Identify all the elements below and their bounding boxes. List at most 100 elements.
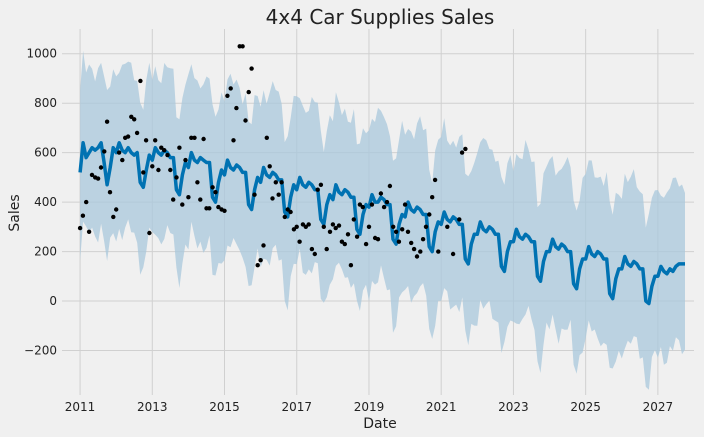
observed-point xyxy=(156,167,161,173)
uncertainty-band-layer xyxy=(80,50,686,390)
observed-point xyxy=(414,254,420,259)
observed-point xyxy=(297,239,302,244)
observed-point xyxy=(116,150,122,155)
y-axis-label: Sales xyxy=(7,194,23,231)
observed-point xyxy=(231,138,236,143)
observed-point xyxy=(400,227,405,232)
observed-point xyxy=(459,150,465,155)
observed-point xyxy=(402,202,408,207)
observed-point xyxy=(279,180,284,185)
observed-point xyxy=(384,199,390,205)
observed-point xyxy=(168,167,173,173)
observed-point xyxy=(132,117,137,122)
observed-point xyxy=(309,246,315,252)
y-tick-label: 0 xyxy=(49,294,57,308)
y-tick-label: 200 xyxy=(34,245,57,259)
observed-point xyxy=(174,175,179,180)
observed-point xyxy=(143,138,149,143)
observed-point xyxy=(354,234,360,239)
observed-point xyxy=(405,229,411,234)
observed-point xyxy=(129,114,134,120)
observed-point xyxy=(342,241,347,247)
observed-point xyxy=(336,223,342,228)
observed-point xyxy=(213,190,218,195)
observed-point xyxy=(315,187,320,192)
observed-point xyxy=(201,136,206,142)
y-tick-label: 600 xyxy=(34,146,57,160)
observed-point xyxy=(77,225,83,231)
observed-point xyxy=(249,66,254,71)
observed-point xyxy=(162,148,167,153)
observed-point xyxy=(216,204,221,210)
observed-point xyxy=(457,217,462,222)
observed-point xyxy=(228,86,233,91)
observed-point xyxy=(321,224,326,229)
observed-point xyxy=(180,202,185,207)
forecast-line xyxy=(78,141,685,306)
tick-label-layer: 2011 2013 2015 2017 2019 2021 2023 2025 2027 −200… xyxy=(24,47,673,414)
observed-point xyxy=(134,130,140,136)
uncertainty-band xyxy=(80,50,686,390)
observed-point xyxy=(450,251,456,257)
observed-point xyxy=(282,214,287,220)
observed-point xyxy=(357,202,363,207)
observed-point xyxy=(270,196,275,201)
observed-point xyxy=(189,135,194,140)
observed-point xyxy=(291,227,297,232)
observed-point xyxy=(285,207,290,212)
observed-point xyxy=(288,209,293,215)
observed-point xyxy=(195,180,200,185)
observed-points-layer xyxy=(77,44,468,268)
observed-point xyxy=(177,145,182,150)
x-tick-label: 2027 xyxy=(643,400,674,414)
x-tick-label: 2025 xyxy=(570,400,601,414)
observed-point xyxy=(264,135,269,140)
observed-point xyxy=(225,93,230,99)
observed-point xyxy=(125,134,131,139)
observed-point xyxy=(303,224,308,229)
observed-point xyxy=(387,183,393,189)
observed-point xyxy=(381,204,387,210)
observed-point xyxy=(186,195,191,200)
x-tick-label: 2015 xyxy=(209,400,240,414)
observed-point xyxy=(396,239,402,244)
y-tick-label: 400 xyxy=(34,195,57,209)
observed-point xyxy=(192,135,197,140)
x-tick-label: 2011 xyxy=(65,400,96,414)
observed-point xyxy=(432,177,438,183)
observed-point xyxy=(240,44,245,49)
y-tick-label: 1000 xyxy=(26,47,57,61)
observed-point xyxy=(107,190,113,195)
observed-point xyxy=(80,213,86,218)
observed-point xyxy=(98,165,104,170)
observed-point xyxy=(153,138,158,143)
x-tick-label: 2017 xyxy=(281,400,312,414)
observed-point xyxy=(276,192,281,197)
x-tick-label: 2021 xyxy=(426,400,457,414)
observed-point xyxy=(255,263,260,268)
observed-point xyxy=(234,105,239,111)
observed-point xyxy=(360,204,365,210)
observed-point xyxy=(89,172,95,178)
observed-point xyxy=(327,229,333,234)
x-axis-label: Date xyxy=(363,416,396,432)
observed-point xyxy=(252,192,257,197)
y-tick-label: 800 xyxy=(34,96,57,110)
observed-point xyxy=(267,164,272,169)
observed-point xyxy=(84,199,89,205)
observed-point xyxy=(258,258,263,263)
observed-point xyxy=(391,224,396,229)
observed-point xyxy=(183,157,188,163)
observed-point xyxy=(436,249,441,254)
observed-point xyxy=(120,157,125,163)
observed-point xyxy=(95,176,101,181)
observed-point xyxy=(86,229,92,234)
observed-point xyxy=(375,237,381,242)
observed-point xyxy=(102,149,107,154)
observed-point xyxy=(150,164,155,169)
observed-point xyxy=(222,208,227,213)
observed-point xyxy=(159,145,164,150)
observed-point xyxy=(312,251,317,257)
observed-point xyxy=(104,119,110,124)
